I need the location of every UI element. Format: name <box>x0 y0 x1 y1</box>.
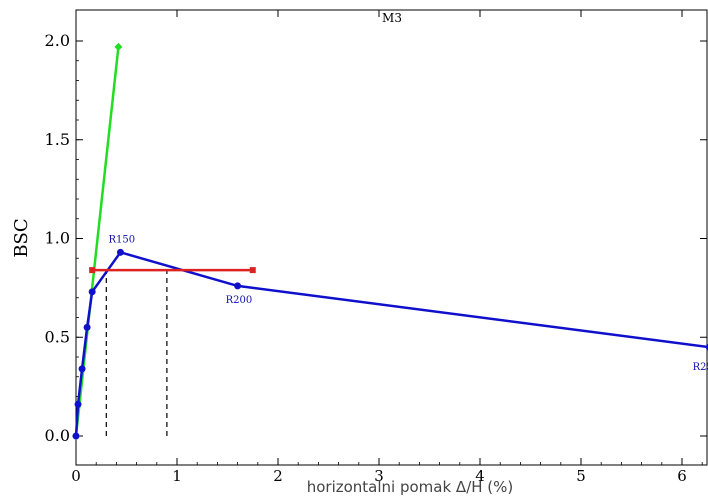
series-line-1 <box>74 250 708 437</box>
data-point <box>74 400 82 408</box>
data-point <box>114 42 123 51</box>
data-point <box>89 267 96 274</box>
data-point <box>72 432 80 440</box>
x-axis-label: horizontalni pomak Δ/H (%) <box>307 478 514 496</box>
data-point <box>83 323 91 331</box>
x-tick-label: 5 <box>576 467 586 485</box>
y-axis-label: BSC <box>11 218 32 257</box>
data-point <box>78 365 86 373</box>
x-tick-label: 1 <box>172 467 182 485</box>
y-tick-label: 1.5 <box>45 130 70 149</box>
y-tick-label: 1.0 <box>45 229 70 248</box>
y-tick-label: 2.0 <box>45 31 70 50</box>
data-point <box>88 288 96 296</box>
data-point <box>705 343 708 351</box>
x-tick-label: 6 <box>677 467 687 485</box>
annotation-label: R250 <box>693 362 708 373</box>
y-tick-label: 0.0 <box>45 426 70 445</box>
x-tick-label: 3 <box>374 467 384 485</box>
annotation-label: R200 <box>226 295 253 306</box>
data-point <box>249 267 256 274</box>
y-tick-label: 0.5 <box>45 327 70 346</box>
data-point <box>116 248 124 256</box>
x-tick-label: 0 <box>71 467 81 485</box>
x-tick-label: 4 <box>475 467 485 485</box>
chart-title: M3 <box>382 11 402 25</box>
x-tick-label: 2 <box>273 467 283 485</box>
data-point <box>234 282 242 290</box>
plot-frame <box>75 9 708 466</box>
annotation-label: R150 <box>108 234 135 245</box>
